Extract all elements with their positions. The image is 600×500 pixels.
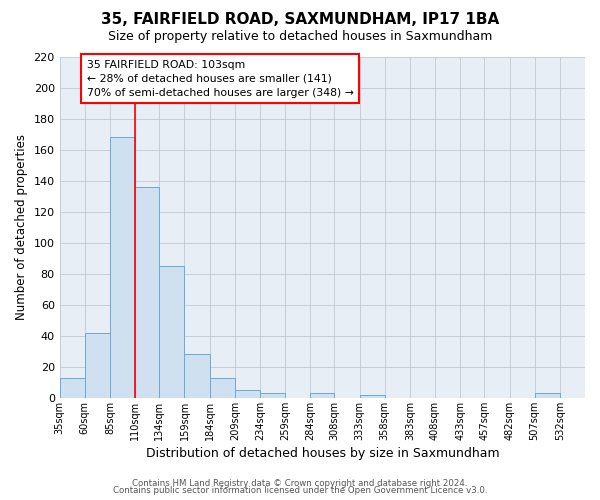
- Bar: [209, 378, 235, 398]
- Bar: [135, 187, 159, 398]
- Text: Size of property relative to detached houses in Saxmundham: Size of property relative to detached ho…: [108, 30, 492, 43]
- Text: Contains public sector information licensed under the Open Government Licence v3: Contains public sector information licen…: [113, 486, 487, 495]
- Bar: [310, 393, 334, 398]
- Bar: [535, 393, 560, 398]
- Bar: [359, 395, 385, 398]
- Bar: [59, 378, 85, 398]
- Text: 35, FAIRFIELD ROAD, SAXMUNDHAM, IP17 1BA: 35, FAIRFIELD ROAD, SAXMUNDHAM, IP17 1BA: [101, 12, 499, 28]
- Bar: [159, 266, 184, 398]
- Bar: [85, 332, 110, 398]
- Bar: [235, 390, 260, 398]
- X-axis label: Distribution of detached houses by size in Saxmundham: Distribution of detached houses by size …: [146, 447, 499, 460]
- Text: 35 FAIRFIELD ROAD: 103sqm
← 28% of detached houses are smaller (141)
70% of semi: 35 FAIRFIELD ROAD: 103sqm ← 28% of detac…: [87, 60, 354, 98]
- Bar: [260, 393, 285, 398]
- Text: Contains HM Land Registry data © Crown copyright and database right 2024.: Contains HM Land Registry data © Crown c…: [132, 478, 468, 488]
- Y-axis label: Number of detached properties: Number of detached properties: [15, 134, 28, 320]
- Bar: [184, 354, 209, 398]
- Bar: [110, 137, 135, 398]
